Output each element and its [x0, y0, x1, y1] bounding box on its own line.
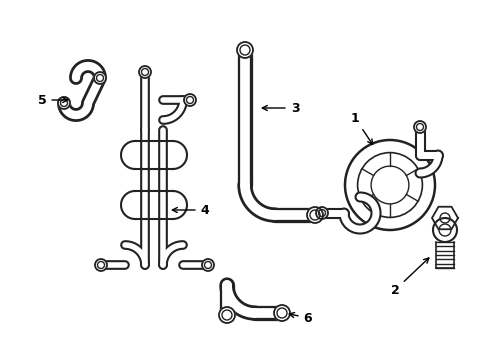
Circle shape [237, 42, 252, 58]
Text: 5: 5 [38, 94, 67, 107]
Circle shape [306, 207, 323, 223]
Text: 4: 4 [172, 203, 209, 216]
Circle shape [413, 121, 425, 133]
Circle shape [58, 97, 70, 109]
Circle shape [202, 259, 214, 271]
Text: 6: 6 [288, 311, 312, 324]
Text: 2: 2 [390, 258, 428, 297]
Circle shape [139, 66, 151, 78]
Circle shape [345, 140, 434, 230]
Circle shape [432, 218, 456, 242]
Text: 3: 3 [262, 102, 299, 114]
Circle shape [219, 307, 235, 323]
Circle shape [315, 207, 327, 219]
Circle shape [95, 259, 107, 271]
Text: 1: 1 [350, 112, 372, 144]
Circle shape [94, 72, 106, 84]
Circle shape [183, 94, 196, 106]
Circle shape [273, 305, 289, 321]
